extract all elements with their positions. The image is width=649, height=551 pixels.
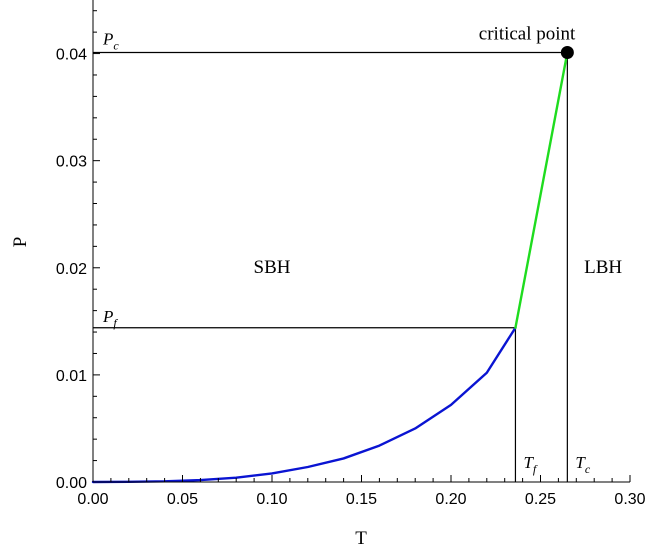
- tf-label: Tf: [523, 453, 537, 476]
- x-tick-label: 0.15: [346, 491, 377, 508]
- labels: critical point SBH LBH Pc Pf Tf Tc: [102, 23, 622, 476]
- x-tick-label: 0.10: [256, 491, 287, 508]
- pc-label: Pc: [102, 29, 119, 52]
- y-tick-label: 0.01: [56, 368, 87, 385]
- critical-segment-line: [514, 51, 569, 329]
- x-axis-title: T: [355, 528, 367, 549]
- pf-label: Pf: [102, 307, 118, 330]
- y-tick-label: 0.00: [56, 475, 87, 492]
- x-tick-label: 0.00: [77, 491, 108, 508]
- y-tick-label: 0.03: [56, 154, 87, 171]
- lbh-region-label: LBH: [584, 257, 622, 278]
- reference-lines: [93, 51, 568, 482]
- tc-label: Tc: [575, 453, 590, 476]
- y-axis-title: P: [10, 237, 31, 248]
- critical-point-marker: [560, 45, 574, 59]
- x-tick-label: 0.05: [167, 491, 198, 508]
- axes: 0.00 0.05 0.10 0.15 0.20 0.25 0.30 0.00 0.01 0.02…: [56, 0, 646, 508]
- x-tick-label: 0.30: [614, 491, 645, 508]
- y-tick-label: 0.04: [56, 47, 87, 64]
- y-tick-label: 0.02: [56, 261, 87, 278]
- sbh-region-label: SBH: [254, 257, 291, 278]
- x-tick-label: 0.25: [525, 491, 556, 508]
- critical-point-label: critical point: [479, 23, 576, 44]
- x-tick-label: 0.20: [435, 491, 466, 508]
